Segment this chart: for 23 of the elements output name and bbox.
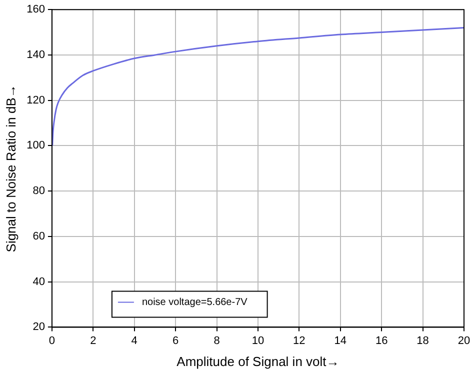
x-tick-label: 0 <box>48 334 56 347</box>
x-tick-label: 6 <box>172 334 179 347</box>
y-tick-label: 140 <box>26 49 45 62</box>
y-tick-label: 160 <box>26 4 45 16</box>
x-tick-label: 8 <box>214 334 220 347</box>
y-axis-title: Signal to Noise Ratio in dB→ <box>3 84 18 252</box>
x-axis-title: Amplitude of Signal in volt→ <box>176 354 340 369</box>
y-tick-label: 60 <box>32 230 45 242</box>
legend-label: noise voltage=5.66e-7V <box>142 296 248 308</box>
y-tick-label: 40 <box>32 276 45 288</box>
x-tick-label: 2 <box>90 334 96 347</box>
x-tick-label: 18 <box>416 334 429 347</box>
x-tick-label: 16 <box>375 334 388 347</box>
x-tick-label: 12 <box>293 334 306 347</box>
x-tick-label: 4 <box>131 334 138 347</box>
x-tick-label: 10 <box>252 334 264 347</box>
y-tick-label: 120 <box>26 94 45 106</box>
y-tick-label: 20 <box>32 321 45 334</box>
x-tick-label: 20 <box>458 334 470 347</box>
y-tick-label: 100 <box>26 140 45 152</box>
x-tick-label: 14 <box>334 334 347 347</box>
line-series <box>52 27 464 146</box>
y-tick-label: 80 <box>32 185 45 198</box>
